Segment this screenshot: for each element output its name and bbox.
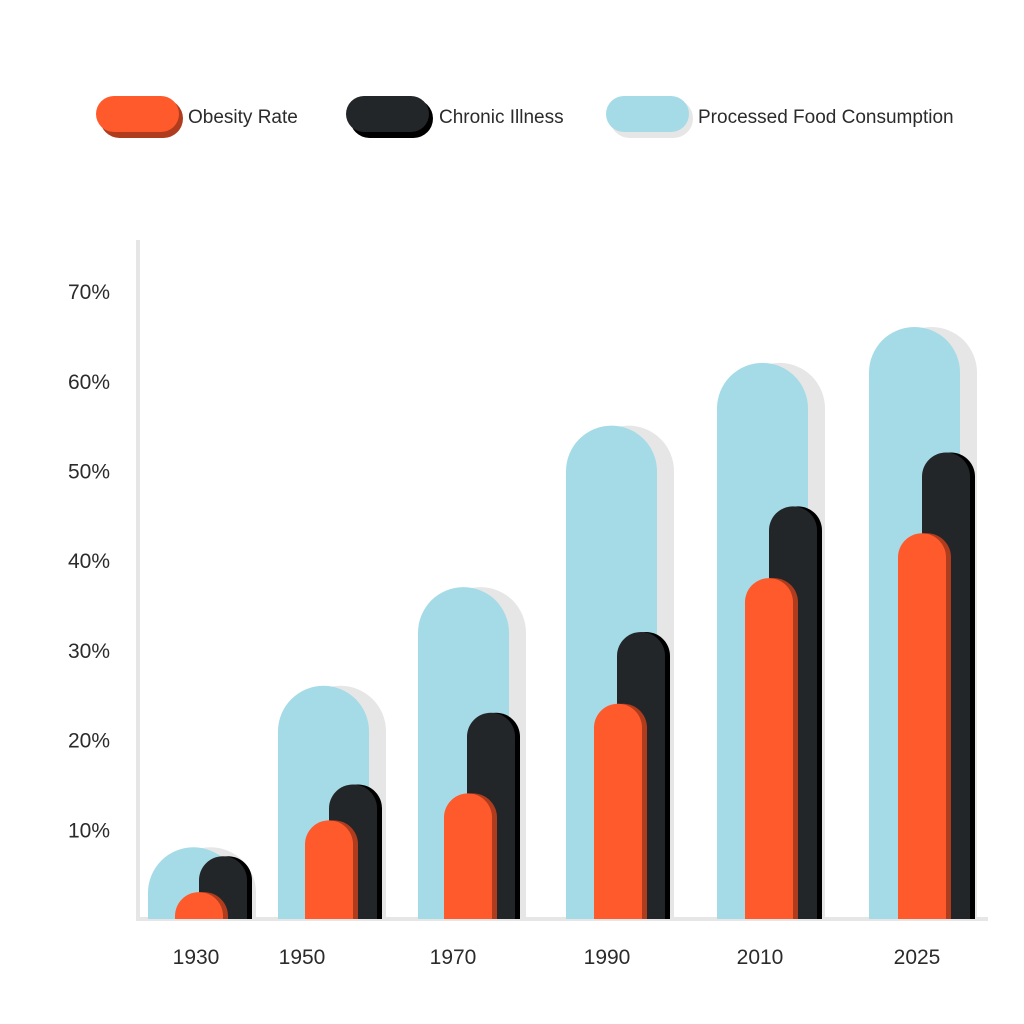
bar-group-1990 [566,425,674,919]
x-tick-label: 1990 [584,946,631,969]
bar-group-2025 [869,326,977,920]
x-tick-labels: 1930 1950 1970 1990 2010 2025 [173,946,941,969]
y-tick-label: 50% [68,461,110,484]
y-tick-label: 60% [68,371,110,394]
bar-group-1930 [148,847,256,919]
y-tick-label: 40% [68,550,110,573]
bars [148,326,977,920]
bar-obesity-rate [175,892,223,919]
bar-group-1970 [418,587,526,919]
x-tick-label: 2025 [894,946,941,969]
legend-label-obesity: Obesity Rate [188,107,298,128]
legend-item-processed: Processed Food Consumption [606,96,954,138]
y-tick-label: 70% [68,281,110,304]
y-tick-labels: 10% 20% 30% 40% 50% 60% 70% [68,281,110,842]
bar-obesity-rate [898,533,946,919]
bar-obesity-rate [745,578,793,919]
y-tick-label: 10% [68,819,110,842]
x-tick-label: 1970 [430,946,477,969]
bar-obesity-rate [444,793,492,919]
legend-swatch-processed-face [606,96,689,132]
x-tick-label: 1930 [173,946,220,969]
legend: Obesity Rate Chronic Illness Processed F… [96,96,954,138]
legend-label-chronic: Chronic Illness [439,107,564,128]
bar-group-2010 [717,362,825,919]
legend-swatch-chronic-face [346,96,429,132]
legend-label-processed: Processed Food Consumption [698,107,954,128]
x-tick-label: 2010 [737,946,784,969]
y-tick-label: 20% [68,730,110,753]
x-tick-label: 1950 [279,946,326,969]
legend-item-obesity: Obesity Rate [96,96,298,138]
bar-obesity-rate [305,820,353,919]
bar-obesity-rate [594,703,642,919]
legend-swatch-obesity-face [96,96,179,132]
y-tick-label: 30% [68,640,110,663]
legend-item-chronic: Chronic Illness [346,96,564,138]
bar-group-1950 [278,685,386,919]
